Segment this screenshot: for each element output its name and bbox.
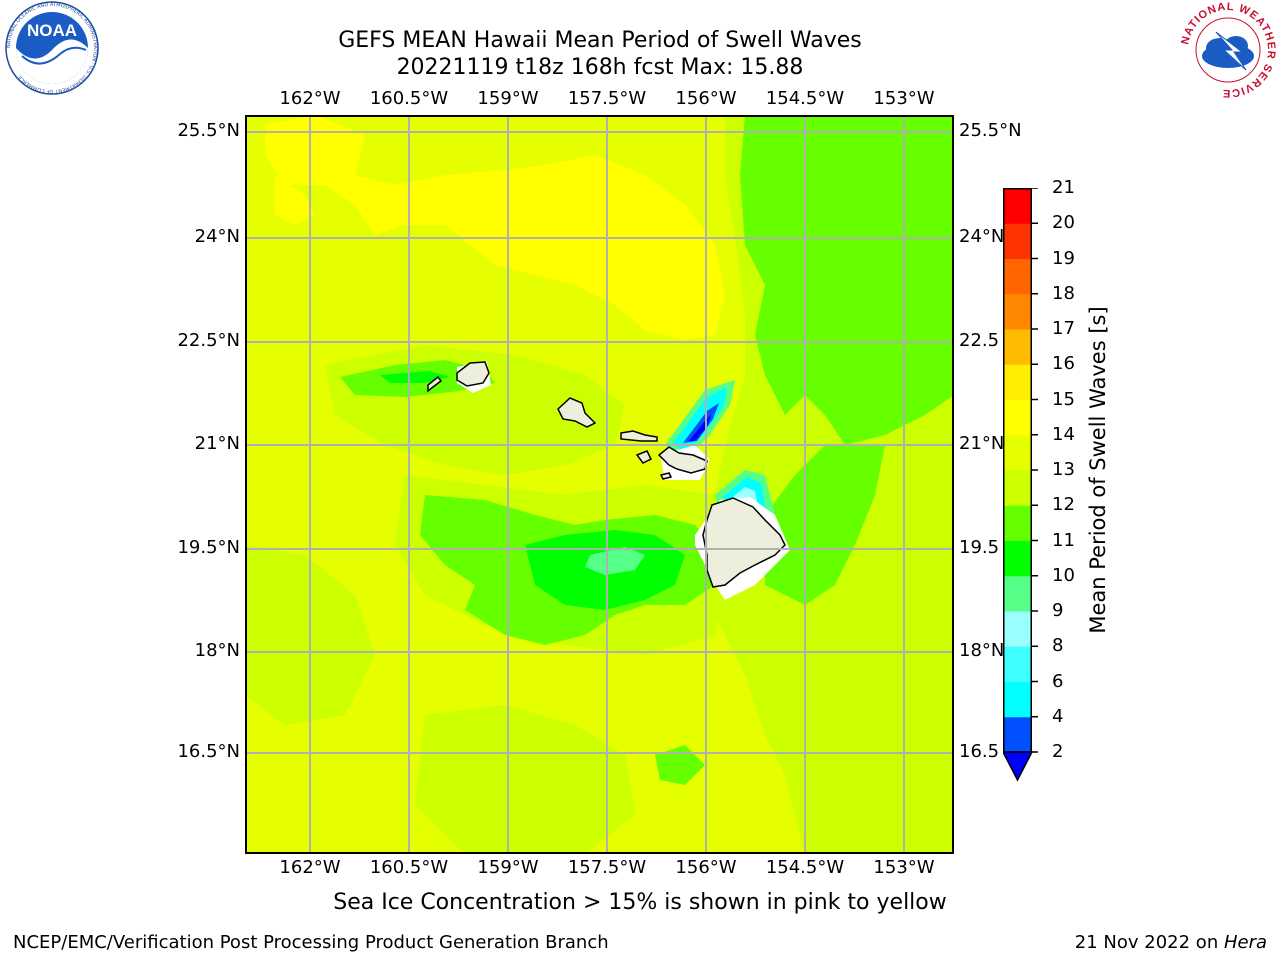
- colorbar-label: Mean Period of Swell Waves [s]: [1086, 306, 1110, 634]
- island-molokai: [620, 430, 658, 442]
- field-blue-region: [683, 403, 719, 443]
- swell-period-map: [245, 115, 954, 854]
- left-lat-tick: 16.5°N: [177, 741, 240, 762]
- colorbar-swatch: [1003, 188, 1032, 224]
- colorbar-tick-label: 16: [1052, 353, 1075, 375]
- colorbar-tick-label: 19: [1052, 247, 1075, 269]
- left-lat-tick: 22.5°N: [177, 330, 240, 351]
- noaa-logo: NOAA NATIONAL OCEANIC AND ATMOSPHERIC AD…: [0, 0, 104, 100]
- right-lat-tick: 22.5: [959, 330, 1000, 351]
- left-lat-tick: 25.5°N: [177, 120, 240, 141]
- colorbar-tick-label: 13: [1052, 459, 1075, 480]
- footer-host: Hera: [1223, 932, 1267, 953]
- sea-ice-caption: Sea Ice Concentration > 15% is shown in …: [333, 890, 947, 915]
- island-oahu: [557, 397, 597, 428]
- field-yellow-region: [265, 115, 725, 340]
- field-yellow-region: [275, 175, 315, 225]
- colorbar-swatch: [1003, 540, 1032, 577]
- top-lon-tick: 157.5°W: [567, 88, 647, 109]
- colorbar-extend-arrow: [1001, 751, 1034, 782]
- bottom-lon-tick: 154.5°W: [765, 857, 845, 878]
- colorbar-tick-label: 21: [1052, 177, 1075, 198]
- island-kahoolawe: [659, 472, 673, 480]
- island-kauai: [456, 361, 490, 387]
- island-lanai: [635, 450, 653, 464]
- field-lime-region: [415, 705, 635, 854]
- colorbar-tick-label: 11: [1052, 529, 1075, 551]
- top-lon-tick: 154.5°W: [765, 88, 845, 109]
- left-lat-tick: 21°N: [194, 433, 240, 454]
- colorbar-tick-label: 4: [1052, 705, 1064, 727]
- colorbar-tick-label: 15: [1052, 388, 1075, 410]
- colorbar: [1001, 187, 1073, 792]
- colorbar-tick-label: 20: [1052, 212, 1075, 234]
- colorbar-tick-label: 2: [1052, 741, 1064, 762]
- colorbar-swatch: [1003, 470, 1032, 506]
- colorbar-swatch: [1003, 505, 1032, 541]
- left-lat-tick: 18°N: [194, 640, 240, 661]
- bottom-lon-tick: 153°W: [873, 857, 935, 878]
- field-green-region: [655, 745, 705, 785]
- colorbar-tick-label: 17: [1052, 318, 1075, 339]
- island-niihau: [427, 375, 443, 393]
- footer-date: 21 Nov 2022 on Hera: [1075, 932, 1267, 953]
- nws-logo: NATIONAL WEATHER SERVICE: [1176, 0, 1280, 100]
- colorbar-swatch: [1003, 329, 1032, 365]
- left-lat-tick: 19.5°N: [177, 537, 240, 558]
- colorbar-swatch: [1003, 611, 1032, 647]
- field-cyan-region: [673, 387, 727, 453]
- colorbar-swatch: [1003, 293, 1032, 330]
- footer-date-text: 21 Nov 2022 on: [1074, 932, 1224, 953]
- colorbar-swatch: [1003, 223, 1032, 259]
- left-lat-tick: 24°N: [194, 226, 240, 247]
- right-lat-tick: 18°N: [959, 640, 1005, 661]
- map-subtitle: 20221119 t18z 168h fcst Max: 15.88: [396, 55, 804, 80]
- noaa-logo-text: NOAA: [27, 21, 77, 40]
- colorbar-swatch: [1003, 575, 1032, 612]
- bottom-lon-tick: 162°W: [279, 857, 341, 878]
- field-aqua-region: [585, 547, 645, 575]
- bottom-lon-tick: 160.5°W: [369, 857, 449, 878]
- map-frame: [245, 115, 954, 854]
- right-lat-tick: 21°N: [959, 433, 1005, 454]
- colorbar-swatch: [1003, 258, 1032, 295]
- colorbar-tick-label: 6: [1052, 670, 1064, 692]
- top-lon-tick: 159°W: [477, 88, 539, 109]
- right-lat-tick: 24°N: [959, 226, 1005, 247]
- bottom-lon-tick: 157.5°W: [567, 857, 647, 878]
- colorbar-swatch: [1003, 434, 1032, 471]
- colorbar-tick-label: 10: [1052, 564, 1075, 586]
- colorbar-tick-label: 18: [1052, 282, 1075, 304]
- footer-branch: NCEP/EMC/Verification Post Processing Pr…: [13, 932, 609, 953]
- top-lon-tick: 153°W: [873, 88, 935, 109]
- bottom-lon-tick: 159°W: [477, 857, 539, 878]
- right-lat-tick: 25.5°N: [959, 120, 1022, 141]
- field-green-region: [740, 115, 954, 445]
- field-bright-green-region: [380, 371, 450, 383]
- colorbar-border: [1003, 188, 1032, 753]
- colorbar-swatch: [1003, 364, 1032, 400]
- colorbar-tick-label: 9: [1052, 600, 1064, 621]
- colorbar-swatch: [1003, 646, 1032, 682]
- colorbar-tick-label: 14: [1052, 423, 1075, 445]
- graticule: [245, 115, 954, 854]
- map-title: GEFS MEAN Hawaii Mean Period of Swell Wa…: [338, 28, 862, 53]
- field-green-region: [765, 445, 885, 605]
- colorbar-tick-label: 12: [1052, 494, 1075, 516]
- bottom-lon-tick: 156°W: [675, 857, 737, 878]
- colorbar-tick-label: 8: [1052, 635, 1064, 657]
- colorbar-swatch: [1003, 399, 1032, 436]
- top-lon-tick: 160.5°W: [369, 88, 449, 109]
- colorbar-swatch: [1003, 681, 1032, 718]
- right-lat-tick: 16.5: [959, 741, 1000, 762]
- top-lon-tick: 162°W: [279, 88, 341, 109]
- colorbar-swatches: [1001, 187, 1038, 782]
- top-lon-tick: 156°W: [675, 88, 737, 109]
- colorbar-swatch: [1003, 716, 1032, 753]
- right-lat-tick: 19.5: [959, 537, 1000, 558]
